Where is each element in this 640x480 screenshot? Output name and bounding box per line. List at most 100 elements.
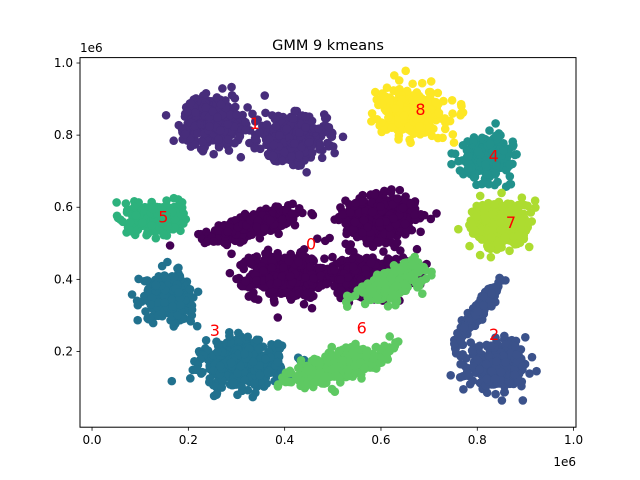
data-point-cluster-1 [278,156,287,166]
data-point-cluster-0 [426,214,436,224]
data-point-cluster-1 [289,139,299,148]
data-point-cluster-2 [487,289,497,298]
data-point-cluster-0 [330,265,339,275]
data-point-cluster-4 [447,159,456,169]
data-point-cluster-3 [145,313,155,322]
data-point-cluster-1 [327,132,337,142]
data-point-cluster-2 [497,396,507,405]
data-point-cluster-3 [243,332,253,342]
data-point-cluster-0 [309,273,318,283]
data-point-cluster-1 [295,150,304,160]
data-point-cluster-3 [151,280,161,290]
data-point-cluster-0 [287,209,297,218]
data-point-cluster-1 [227,82,236,92]
data-point-cluster-0 [294,257,303,267]
data-point-cluster-2 [481,359,491,369]
data-point-cluster-4 [506,179,516,189]
data-point-cluster-1 [216,100,226,109]
data-point-cluster-2 [482,374,492,384]
data-point-cluster-1 [268,151,278,161]
data-point-cluster-1 [287,152,296,161]
data-point-cluster-2 [473,355,482,365]
data-point-cluster-0 [277,221,286,231]
data-point-cluster-4 [473,147,483,156]
data-point-cluster-3 [216,361,225,371]
data-point-cluster-0 [343,273,353,282]
data-point-cluster-0 [389,213,398,223]
data-point-cluster-0 [336,275,345,284]
data-point-cluster-2 [532,366,541,376]
data-point-cluster-0 [266,279,275,289]
data-point-cluster-4 [512,150,521,159]
data-point-cluster-3 [229,378,238,387]
data-point-cluster-1 [216,125,225,135]
data-point-cluster-1 [282,124,292,134]
data-point-cluster-1 [317,153,327,163]
data-point-cluster-0 [398,203,408,213]
data-point-cluster-1 [161,110,171,120]
data-point-cluster-0 [267,263,277,272]
data-point-cluster-0 [277,272,286,281]
data-point-cluster-2 [510,370,520,380]
data-point-cluster-1 [290,106,300,116]
data-point-cluster-0 [294,288,304,298]
data-point-cluster-0 [284,256,294,266]
data-point-cluster-3 [240,349,249,359]
data-point-cluster-3 [160,298,169,307]
data-point-cluster-0 [253,295,263,304]
data-point-cluster-0 [295,203,304,213]
data-point-cluster-2 [500,387,510,397]
data-point-cluster-4 [482,170,492,179]
data-point-cluster-0 [308,210,318,220]
data-point-cluster-0 [412,244,422,254]
data-point-cluster-0 [393,194,402,203]
data-point-cluster-2 [475,365,484,374]
data-point-cluster-1 [250,134,260,144]
data-point-cluster-0 [302,288,312,298]
data-point-cluster-3 [169,272,179,282]
data-point-cluster-3 [142,276,152,285]
data-point-cluster-1 [241,125,250,135]
data-point-cluster-3 [146,300,155,309]
data-point-cluster-0 [278,214,287,224]
data-point-cluster-3 [205,374,215,383]
data-point-cluster-3 [174,288,184,297]
data-point-cluster-4 [458,140,468,150]
data-point-cluster-1 [223,135,233,144]
data-point-cluster-1 [260,91,270,100]
data-point-cluster-2 [501,357,510,367]
data-point-cluster-0 [299,299,309,309]
data-point-cluster-1 [227,90,237,100]
data-point-cluster-0 [368,242,378,252]
data-point-cluster-5 [148,204,158,214]
data-point-cluster-0 [406,199,415,209]
data-point-cluster-1 [186,98,195,108]
data-point-cluster-0 [345,243,354,253]
data-point-cluster-2 [475,341,484,351]
data-point-cluster-4 [450,149,460,159]
data-point-cluster-3 [185,284,195,294]
data-point-cluster-0 [258,276,268,285]
data-point-cluster-0 [314,264,324,273]
data-point-cluster-1 [232,110,242,120]
data-point-cluster-0 [400,219,410,229]
data-point-cluster-0 [386,187,396,197]
data-point-cluster-1 [191,108,200,117]
data-point-cluster-3 [132,296,142,306]
data-point-cluster-0 [239,259,249,268]
data-point-cluster-0 [252,276,261,285]
data-point-cluster-0 [432,209,441,218]
data-point-cluster-0 [380,186,389,196]
data-point-cluster-3 [186,374,195,383]
data-point-cluster-2 [500,331,509,341]
data-point-cluster-0 [246,259,255,268]
data-point-cluster-1 [213,112,222,122]
data-point-cluster-3 [273,339,283,348]
data-point-cluster-4 [499,146,508,156]
data-point-cluster-1 [271,122,281,131]
data-point-cluster-0 [227,249,236,259]
data-point-cluster-1 [212,93,222,102]
data-point-cluster-0 [349,224,358,234]
data-point-cluster-0 [249,288,258,297]
data-point-cluster-0 [299,244,309,254]
